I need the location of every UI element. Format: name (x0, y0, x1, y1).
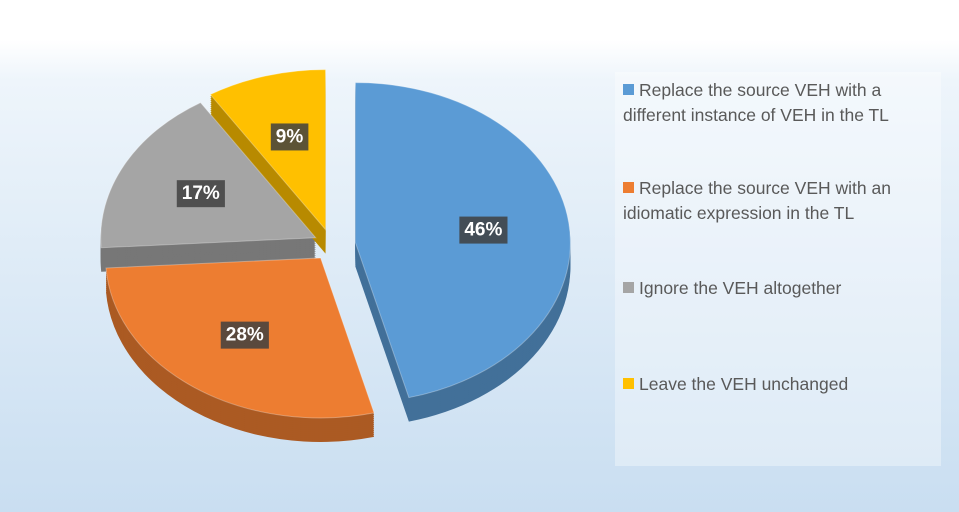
page: 46% 28% 17% 9% Replace the source VEH with … (0, 0, 959, 512)
legend: Replace the source VEH with a different … (615, 72, 941, 466)
legend-label: Replace the source VEH with an idiomatic… (623, 178, 891, 223)
legend-entry: Replace the source VEH with a different … (623, 78, 933, 128)
data-label: 28% (226, 325, 264, 346)
data-label: 17% (182, 183, 220, 204)
data-label: 46% (464, 220, 502, 241)
legend-entry: Ignore the VEH altogether (623, 276, 933, 301)
data-label: 9% (276, 126, 304, 147)
legend-label: Ignore the VEH altogether (639, 278, 841, 298)
legend-label: Replace the source VEH with a different … (623, 80, 889, 125)
legend-label: Leave the VEH unchanged (639, 374, 848, 394)
legend-entry: Replace the source VEH with an idiomatic… (623, 176, 933, 226)
legend-swatch (623, 282, 634, 293)
legend-entry: Leave the VEH unchanged (623, 372, 933, 397)
legend-swatch (623, 182, 634, 193)
legend-swatch (623, 378, 634, 389)
legend-swatch (623, 84, 634, 95)
